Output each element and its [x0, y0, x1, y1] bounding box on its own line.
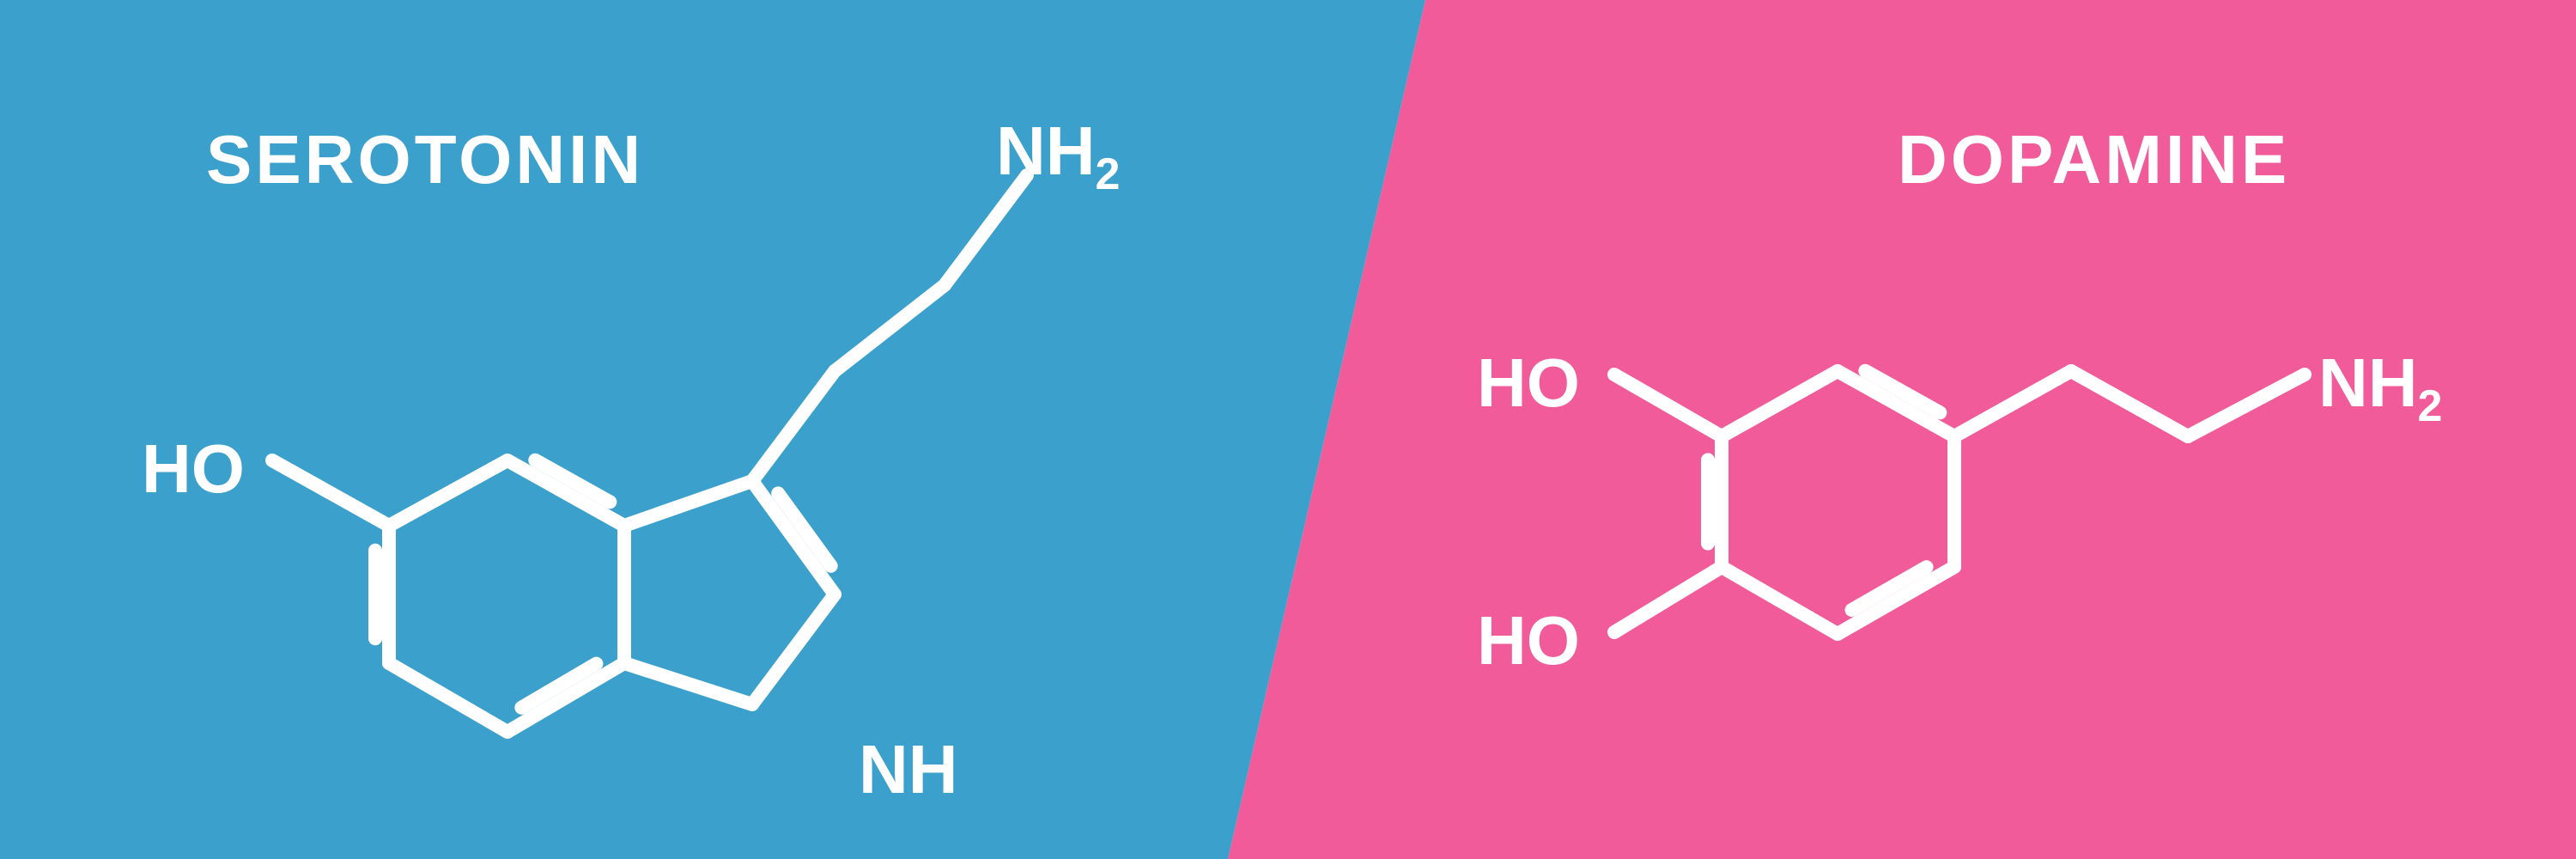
dopamine-label-ho: HO	[1477, 601, 1580, 680]
serotonin-label-nh2: NH2	[996, 112, 1120, 200]
molecules-layer	[0, 0, 2576, 859]
dopamine-label-nh2: NH2	[2318, 344, 2442, 432]
dopamine-label-ho: HO	[1477, 344, 1580, 423]
infographic-container: SEROTONIN DOPAMINE HONHNH2HOHONH2	[0, 0, 2576, 859]
serotonin-label-ho: HO	[142, 430, 245, 509]
serotonin-label-nh: NH	[859, 730, 958, 809]
